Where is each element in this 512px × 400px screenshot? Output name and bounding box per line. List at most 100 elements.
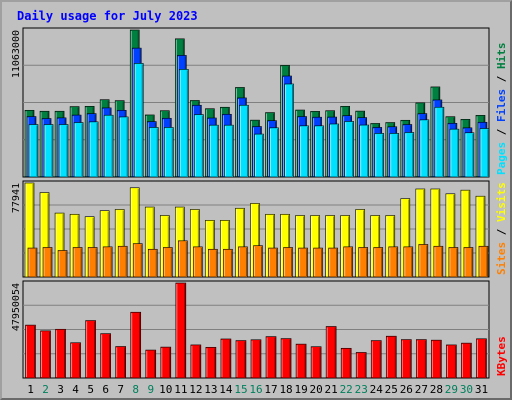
x-tick-label: 13 [204, 383, 217, 396]
kbytes-bar [100, 333, 111, 379]
kbytes-bar-fill [265, 336, 277, 379]
kbytes-bar [265, 336, 277, 379]
kbytes-bar-fill [70, 342, 81, 379]
sites-bar [433, 245, 444, 278]
sites-bar-fill [463, 247, 474, 278]
x-tick-label: 26 [400, 383, 413, 396]
kbytes-bar [370, 340, 382, 379]
kbytes-bar-fill [235, 340, 247, 379]
pages-bar-fill [133, 63, 144, 178]
pages-bar [58, 124, 69, 178]
sites-bar-fill [418, 244, 429, 278]
pages-bar-fill [148, 127, 159, 178]
pages-bar [329, 123, 339, 178]
sites-bar [57, 250, 68, 278]
kbytes-bar [340, 347, 352, 379]
kbytes-bar-fill [385, 335, 397, 379]
sites-bar-fill [87, 247, 98, 278]
kbytes-bar-fill [85, 320, 96, 379]
sites-bar [72, 247, 83, 278]
x-tick-label: 4 [72, 383, 79, 396]
kbytes-bar [220, 338, 232, 379]
kbytes-bar [476, 338, 487, 379]
sites-bar-fill [268, 247, 278, 278]
kbytes-bar [401, 339, 412, 379]
pages-bar-fill [389, 133, 400, 178]
pages-bar [73, 122, 84, 178]
sites-bar [418, 244, 429, 278]
y-max-label-bottom: 47950054 [11, 283, 22, 331]
sites-bar-fill [162, 247, 173, 278]
kbytes-bar-fill [190, 344, 202, 379]
kbytes-bar-fill [416, 339, 427, 379]
x-tick-label: 25 [385, 383, 398, 396]
sites-bar [27, 247, 38, 278]
sites-bar-fill [27, 247, 38, 278]
legend-separator: / [495, 69, 508, 89]
sites-bar [87, 247, 98, 278]
sites-bar [147, 248, 158, 278]
x-tick-label: 5 [87, 383, 94, 396]
pages-bar [209, 124, 219, 178]
x-tick-label: 6 [102, 383, 109, 396]
pages-bar [299, 125, 309, 178]
pages-bar-fill [163, 127, 174, 178]
kbytes-bar-fill [401, 339, 412, 379]
kbytes-bar-fill [100, 333, 111, 379]
kbytes-bar [145, 349, 157, 379]
pages-bar [434, 106, 445, 178]
pages-bar-fill [479, 128, 490, 178]
kbytes-bar [416, 339, 427, 379]
pages-bar-fill [359, 124, 370, 178]
sites-bar-fill [253, 245, 263, 278]
x-tick-label: 20 [310, 383, 323, 396]
sites-bar [253, 245, 263, 278]
kbytes-bar-fill [370, 340, 382, 379]
pages-bar [239, 104, 249, 178]
sites-bar [223, 248, 233, 278]
kbytes-bar [355, 352, 367, 379]
pages-bar [359, 124, 370, 178]
legend-middle: Sites / Visits [495, 182, 508, 275]
pages-bar [419, 119, 430, 178]
kbytes-bar [190, 344, 202, 379]
sites-bar-fill [283, 247, 293, 278]
sites-bar-fill [208, 248, 218, 278]
sites-bar [117, 245, 128, 278]
pages-bar [314, 125, 324, 178]
sites-bar-fill [238, 246, 248, 278]
sites-bar [403, 246, 414, 278]
sites-bar-fill [42, 247, 53, 278]
kbytes-bar-fill [40, 330, 51, 379]
x-tick-label: 24 [370, 383, 384, 396]
x-tick-label: 17 [264, 383, 277, 396]
sites-bar-fill [298, 247, 308, 278]
sites-bar-fill [388, 246, 399, 278]
pages-bar [269, 127, 279, 178]
pages-bar [254, 133, 264, 178]
pages-bar-fill [314, 125, 324, 178]
pages-bar-fill [449, 128, 460, 178]
sites-bar-fill [328, 247, 338, 278]
pages-bar [464, 132, 475, 178]
sites-bar [343, 246, 353, 278]
y-max-label-top: 11063000 [11, 30, 22, 78]
kbytes-bar [235, 340, 247, 379]
kbytes-bar-fill [175, 282, 187, 379]
pages-bar [103, 114, 114, 178]
pages-bar-fill [28, 124, 39, 178]
sites-bar [283, 247, 293, 278]
x-tick-label: 21 [325, 383, 338, 396]
legend-entry-pages: Pages [495, 142, 508, 175]
x-tick-label: 30 [460, 383, 473, 396]
sites-bar-fill [57, 250, 68, 278]
kbytes-bar-fill [250, 339, 262, 379]
kbytes-bar-fill [55, 328, 66, 379]
sites-bar [478, 245, 489, 278]
pages-bar [449, 128, 460, 178]
x-tick-label: 29 [445, 383, 458, 396]
kbytes-bar-fill [340, 347, 352, 379]
sites-bar-fill [147, 248, 158, 278]
x-tick-label: 9 [147, 383, 154, 396]
pages-bar [179, 69, 189, 178]
